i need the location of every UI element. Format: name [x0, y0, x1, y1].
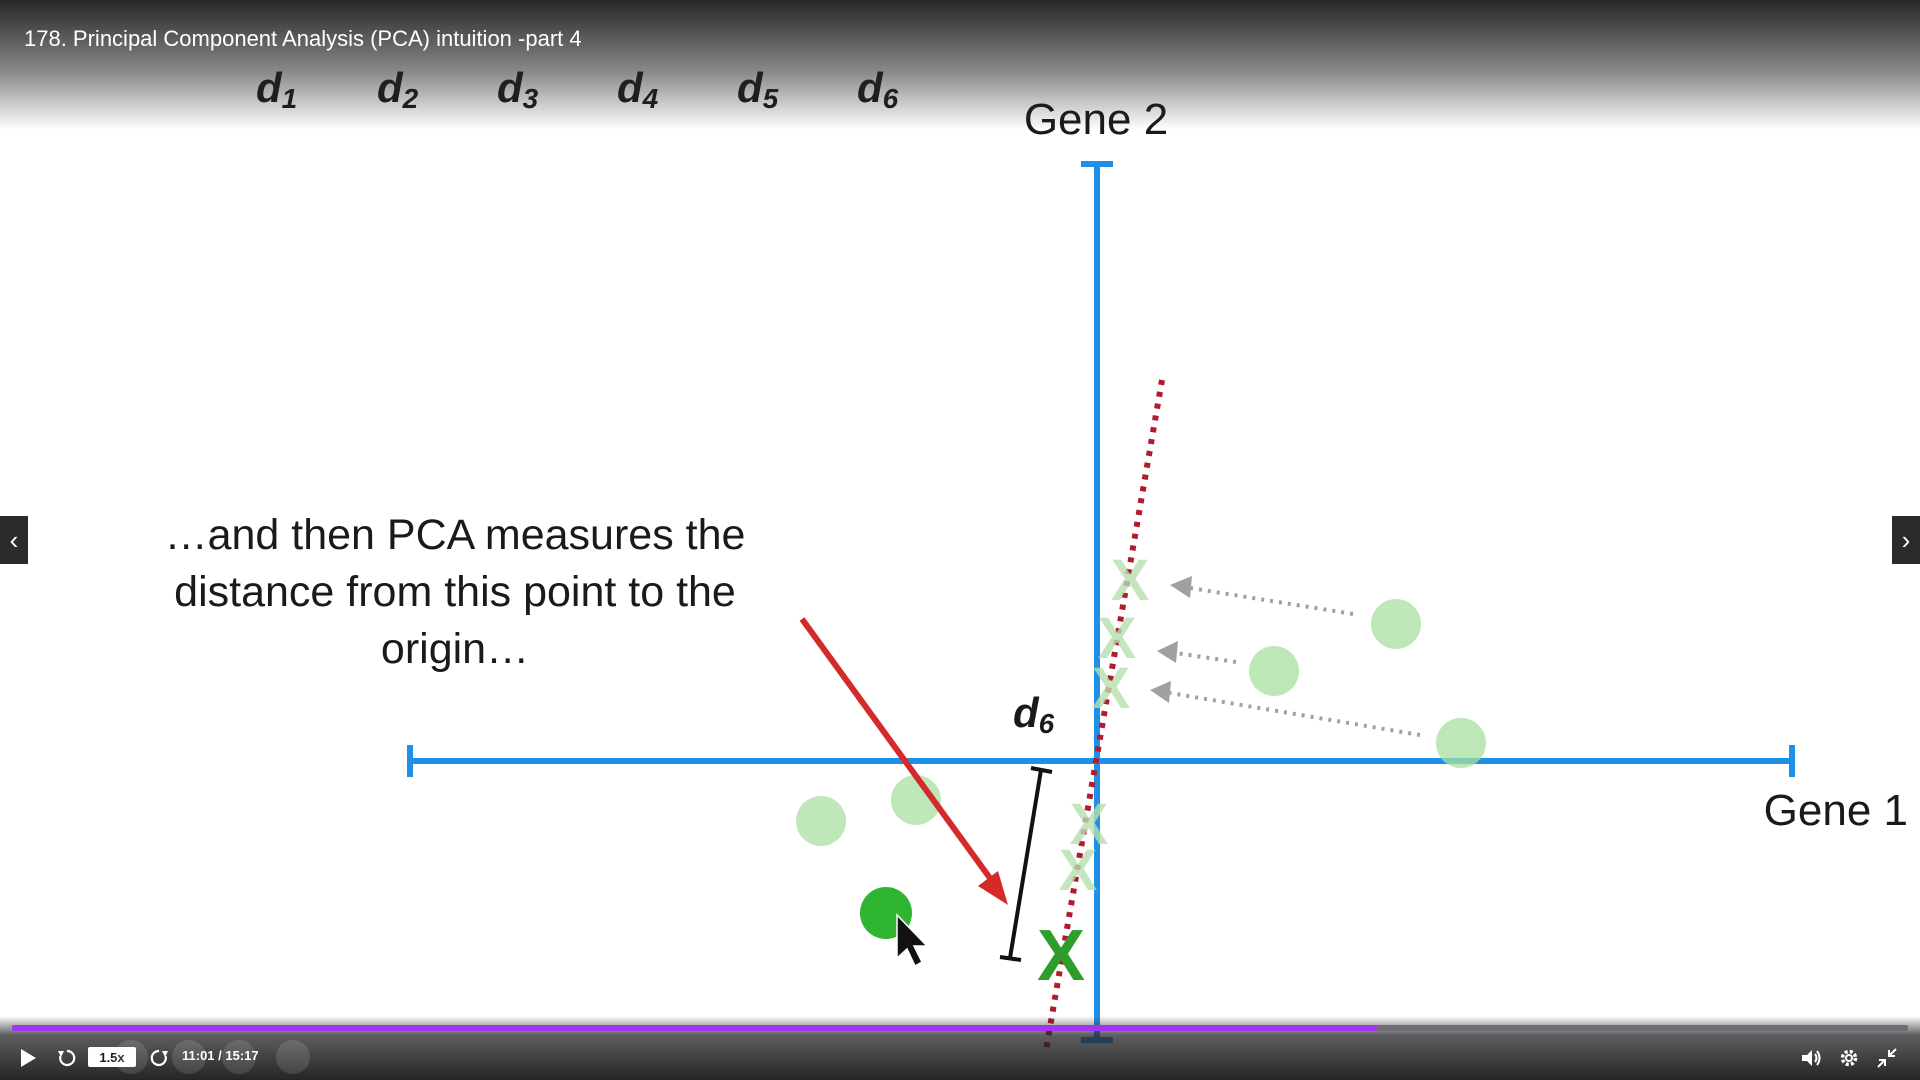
distance-label-d6: d6 — [1013, 689, 1055, 739]
svg-text:origin…: origin… — [381, 625, 529, 673]
title-bar: 178. Principal Component Analysis (PCA) … — [0, 0, 1920, 130]
forward-icon — [150, 1049, 168, 1067]
red-arrow — [799, 617, 1008, 905]
slide-caption: …and then PCA measures the distance from… — [165, 511, 746, 673]
ghost-control-4 — [276, 1040, 310, 1074]
ghost-control-1 — [114, 1040, 148, 1074]
mouse-cursor-icon — [896, 913, 929, 968]
forward-button[interactable] — [144, 1044, 174, 1072]
svg-text:X: X — [1070, 792, 1109, 857]
axis-label-gene1: Gene 1 — [1764, 786, 1908, 835]
settings-button[interactable] — [1834, 1044, 1864, 1072]
video-title: 178. Principal Component Analysis (PCA) … — [24, 26, 582, 51]
chevron-right-icon: › — [1901, 524, 1911, 555]
next-lecture-button[interactable]: › — [1892, 516, 1920, 564]
svg-text:X: X — [1092, 656, 1131, 721]
volume-icon — [1802, 1050, 1821, 1066]
svg-text:X: X — [1059, 838, 1098, 903]
ghost-control-3 — [222, 1040, 256, 1074]
volume-button[interactable] — [1796, 1044, 1826, 1072]
ghost-control-2 — [172, 1040, 206, 1074]
progress-bar[interactable] — [12, 1025, 1908, 1031]
projection-arrowheads — [1150, 576, 1192, 703]
play-icon — [21, 1049, 36, 1067]
distance-bracket — [999, 766, 1053, 962]
rewind-icon — [58, 1049, 76, 1067]
chevron-left-icon: ‹ — [9, 524, 19, 555]
svg-text:…and then PCA measures the: …and then PCA measures the — [165, 511, 746, 559]
projected-x-marks: X X X X X — [1059, 548, 1150, 903]
svg-text:distance from this point to th: distance from this point to the — [174, 568, 736, 616]
data-points-faded — [796, 599, 1486, 846]
svg-text:X: X — [1111, 548, 1150, 613]
progress-fill — [12, 1025, 1378, 1031]
previous-lecture-button[interactable]: ‹ — [0, 516, 28, 564]
exit-fullscreen-button[interactable] — [1872, 1044, 1902, 1072]
play-button[interactable] — [12, 1044, 44, 1072]
gear-icon — [1840, 1049, 1858, 1067]
svg-text:X: X — [1098, 606, 1137, 671]
playback-speed-button[interactable]: 1.5x — [88, 1047, 136, 1067]
time-readout: 11:01 / 15:17 — [182, 1048, 259, 1063]
exit-fullscreen-icon — [1877, 1048, 1897, 1068]
pc-dotted-line — [1043, 379, 1165, 1051]
projection-arrows — [1169, 586, 1421, 737]
rewind-button[interactable] — [52, 1044, 82, 1072]
active-x-mark: X — [1037, 916, 1085, 996]
